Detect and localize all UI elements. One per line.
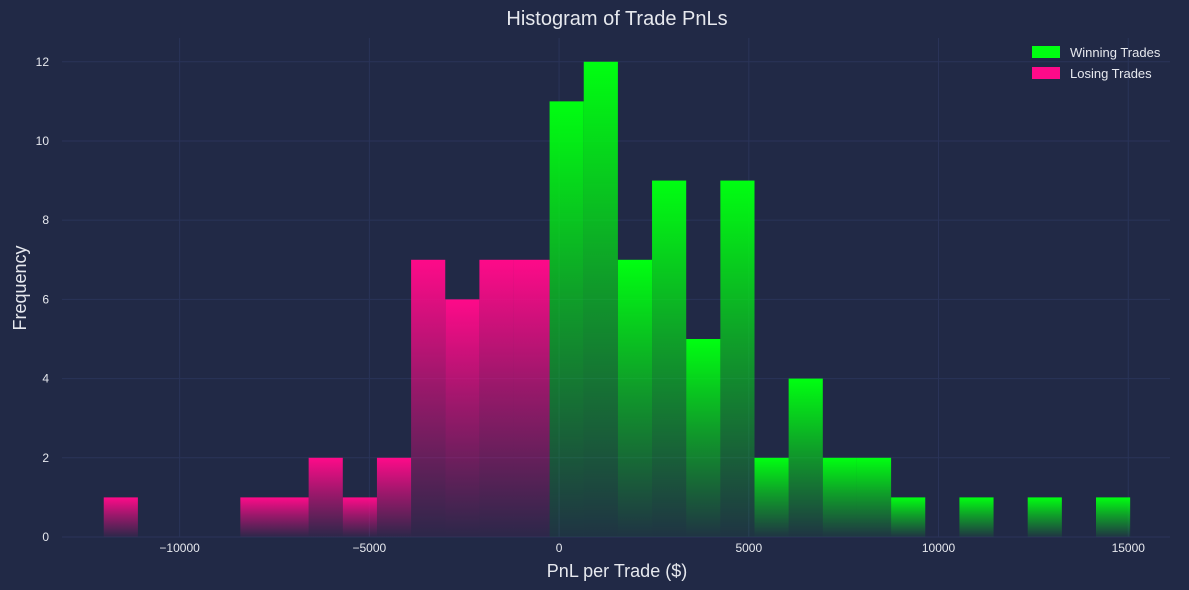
y-tick-label: 12	[36, 55, 50, 69]
losing-trades-bar	[274, 497, 309, 537]
legend-swatch	[1032, 46, 1060, 58]
chart-title: Histogram of Trade PnLs	[506, 8, 727, 30]
x-tick-label: 0	[556, 541, 563, 555]
x-tick-label: 10000	[922, 541, 956, 555]
legend-swatch	[1032, 67, 1060, 79]
x-tick-label: −5000	[353, 541, 387, 555]
winning-trades-bar	[959, 497, 994, 537]
x-tick-label: 5000	[735, 541, 762, 555]
losing-trades-bar	[513, 259, 550, 537]
y-tick-label: 4	[42, 372, 49, 386]
x-axis-label: PnL per Trade ($)	[547, 561, 687, 581]
winning-trades-bar	[788, 378, 823, 537]
winning-trades-bar	[549, 101, 584, 537]
x-tick-label: 15000	[1112, 541, 1146, 555]
winning-trades-bar	[1027, 497, 1062, 537]
losing-trades-bar	[308, 457, 343, 537]
legend: Winning Trades Losing Trades	[1032, 45, 1161, 81]
winning-trades-bar	[754, 457, 789, 537]
histogram-bars	[103, 61, 1131, 538]
winning-trades-bar	[1096, 497, 1131, 537]
winning-trades-bar	[720, 180, 755, 538]
losing-trades-bar	[411, 259, 446, 537]
winning-trades-bar	[652, 180, 687, 538]
winning-trades-bar	[822, 457, 857, 537]
losing-trades-bar	[103, 497, 138, 537]
legend-label: Winning Trades	[1070, 45, 1161, 60]
y-tick-label: 6	[42, 292, 49, 306]
x-tick-label: −10000	[159, 541, 200, 555]
y-tick-label: 0	[42, 530, 49, 544]
losing-trades-bar	[376, 457, 412, 537]
y-tick-label: 2	[42, 451, 49, 465]
winning-trades-bar	[686, 338, 721, 537]
x-tick-labels: −10000 −5000 0 5000 10000 15000	[159, 541, 1145, 555]
legend-label: Losing Trades	[1070, 66, 1152, 81]
y-axis-label: Frequency	[10, 245, 30, 330]
losing-trades-bar	[445, 299, 480, 537]
y-tick-label: 10	[36, 134, 50, 148]
losing-trades-bar	[479, 259, 514, 537]
y-tick-labels: 0 2 4 6 8 10 12	[36, 55, 50, 544]
losing-trades-bar	[240, 497, 275, 537]
y-tick-label: 8	[42, 213, 49, 227]
winning-trades-bar	[617, 259, 653, 537]
winning-trades-bar	[891, 497, 926, 537]
winning-trades-bar	[856, 457, 892, 537]
winning-trades-bar	[583, 61, 618, 538]
losing-trades-bar	[342, 497, 377, 537]
